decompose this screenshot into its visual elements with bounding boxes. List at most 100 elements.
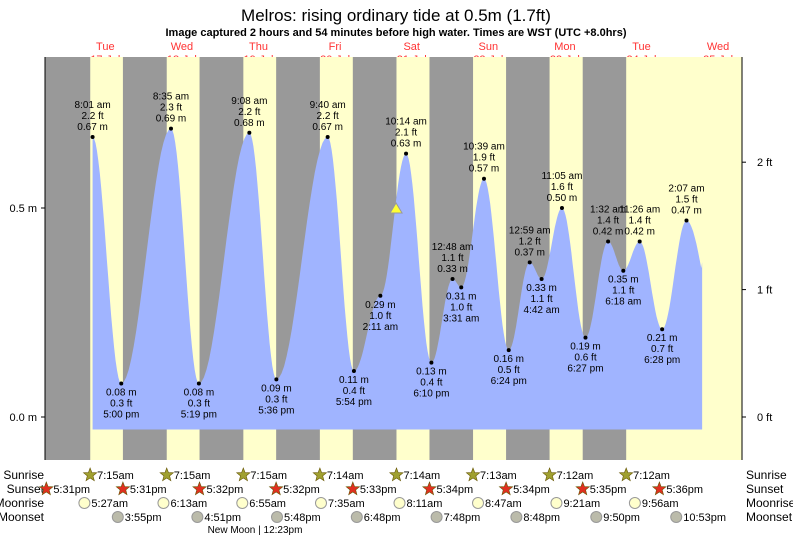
tide-label: 0.33 m <box>437 264 468 275</box>
tide-label: 0.63 m <box>391 139 422 150</box>
moonrise-time: 6:55am <box>249 498 286 510</box>
moonrise-time: 8:47am <box>485 498 522 510</box>
tide-label: 1.9 ft <box>473 153 495 164</box>
sunrise-star-icon <box>465 467 481 482</box>
tide-label: 1.5 ft <box>675 195 697 206</box>
sunset-star-icon <box>651 481 667 496</box>
moonset-row-label: Moonset <box>0 510 45 524</box>
tide-point <box>119 381 124 386</box>
day-name: Tue <box>96 41 115 53</box>
tide-label: 11:26 am <box>619 204 660 215</box>
tide-point <box>378 293 383 298</box>
tide-label: 0.4 ft <box>420 378 442 389</box>
moonrise-moon-icon <box>472 497 485 509</box>
day-name: Mon <box>554 41 575 53</box>
day-name: Wed <box>171 41 193 53</box>
tide-label: 0.67 m <box>77 122 108 133</box>
sunrise-star-icon <box>312 467 328 482</box>
sunrise-time: 7:14am <box>327 470 364 482</box>
tide-point <box>429 360 434 365</box>
sunset-row-label: Sunset <box>7 482 45 496</box>
tide-label: 1.6 ft <box>551 182 573 193</box>
tide-point <box>90 134 95 139</box>
sunrise-star-icon <box>82 467 98 482</box>
moonset-moon-icon <box>510 511 523 523</box>
tide-label: 1.1 ft <box>612 286 634 297</box>
tide-label: 2.2 ft <box>317 111 339 122</box>
tide-label: 10:14 am <box>385 117 427 128</box>
day-name: Sun <box>479 41 499 53</box>
moonrise-time: 5:27am <box>91 498 128 510</box>
sunset-row-label-right: Sunset <box>746 482 784 496</box>
tide-label: 0.7 ft <box>651 344 673 355</box>
moonset-moon-icon <box>191 511 204 523</box>
tide-label: 0.57 m <box>469 164 500 175</box>
tide-label: 8:01 am <box>75 100 111 111</box>
tide-point <box>404 151 409 156</box>
sunset-time: 5:36pm <box>666 484 703 496</box>
tide-label: 1.0 ft <box>450 302 472 313</box>
tide-label: 2.2 ft <box>238 107 260 118</box>
tide-point <box>481 176 486 181</box>
tide-label: 0.68 m <box>234 118 265 129</box>
tide-area <box>92 128 703 430</box>
tide-label: 0.50 m <box>547 193 578 204</box>
tide-point <box>527 260 532 265</box>
moonrise-moon-icon <box>550 497 563 509</box>
tide-label: 6:10 pm <box>413 389 449 400</box>
moonrise-moon-icon <box>236 497 249 509</box>
tide-label: 0.21 m <box>647 333 678 344</box>
tide-label: 0.31 m <box>446 291 477 302</box>
sunrise-time: 7:15am <box>250 470 287 482</box>
sunrise-star-icon <box>618 467 634 482</box>
moonset-moon-icon <box>430 511 443 523</box>
tide-label: 0.33 m <box>526 283 557 294</box>
tide-label: 0.35 m <box>608 275 639 286</box>
moonset-time: 7:48pm <box>444 512 481 524</box>
tide-label: 10:39 am <box>463 142 505 153</box>
tide-label: 1:32 am <box>590 204 626 215</box>
sunrise-time: 7:12am <box>633 470 670 482</box>
sunrise-star-icon <box>159 467 175 482</box>
sunset-star-icon <box>421 481 437 496</box>
tide-label: 0.09 m <box>261 383 292 394</box>
tide-label: 9:08 am <box>231 96 267 107</box>
sunset-star-icon <box>268 481 284 496</box>
y-tick-label: 0.5 m <box>9 203 37 215</box>
moonrise-moon-icon <box>628 497 641 509</box>
tide-label: 0.3 ft <box>110 399 132 410</box>
sunset-star-icon <box>575 481 591 496</box>
tide-label: 2.2 ft <box>81 111 103 122</box>
tide-label: 0.3 ft <box>188 399 210 410</box>
sunset-time: 5:34pm <box>513 484 550 496</box>
tide-label: 2:07 am <box>668 184 704 195</box>
y-tick-label-right: 0 ft <box>757 412 772 424</box>
sunset-star-icon <box>192 481 208 496</box>
tide-label: 1.4 ft <box>597 215 619 226</box>
sunset-time: 5:35pm <box>590 484 627 496</box>
tide-label: 5:19 pm <box>181 410 217 421</box>
moonrise-time: 7:35am <box>328 498 365 510</box>
moon-phase-label: New Moon | 12:23pm <box>208 525 303 536</box>
sunrise-time: 7:15am <box>97 470 134 482</box>
moonrise-moon-icon <box>393 497 406 509</box>
tide-label: 1.2 ft <box>519 236 541 247</box>
tide-label: 0.19 m <box>570 342 601 353</box>
tide-point <box>351 369 356 374</box>
day-name: Thu <box>249 41 268 53</box>
sunset-time: 5:32pm <box>283 484 320 496</box>
tide-label: 4:42 am <box>524 305 560 316</box>
moonset-moon-icon <box>111 511 124 523</box>
sunset-star-icon <box>38 481 54 496</box>
moonset-time: 3:55pm <box>125 512 162 524</box>
tide-label: 0.37 m <box>514 247 545 258</box>
moonset-time: 5:48pm <box>284 512 321 524</box>
sunrise-star-icon <box>542 467 558 482</box>
tide-label: 0.13 m <box>416 367 447 378</box>
tide-point <box>637 239 642 244</box>
tide-label: 0.47 m <box>671 206 702 217</box>
y-tick-label-right: 2 ft <box>757 157 772 169</box>
moonset-moon-icon <box>590 511 603 523</box>
